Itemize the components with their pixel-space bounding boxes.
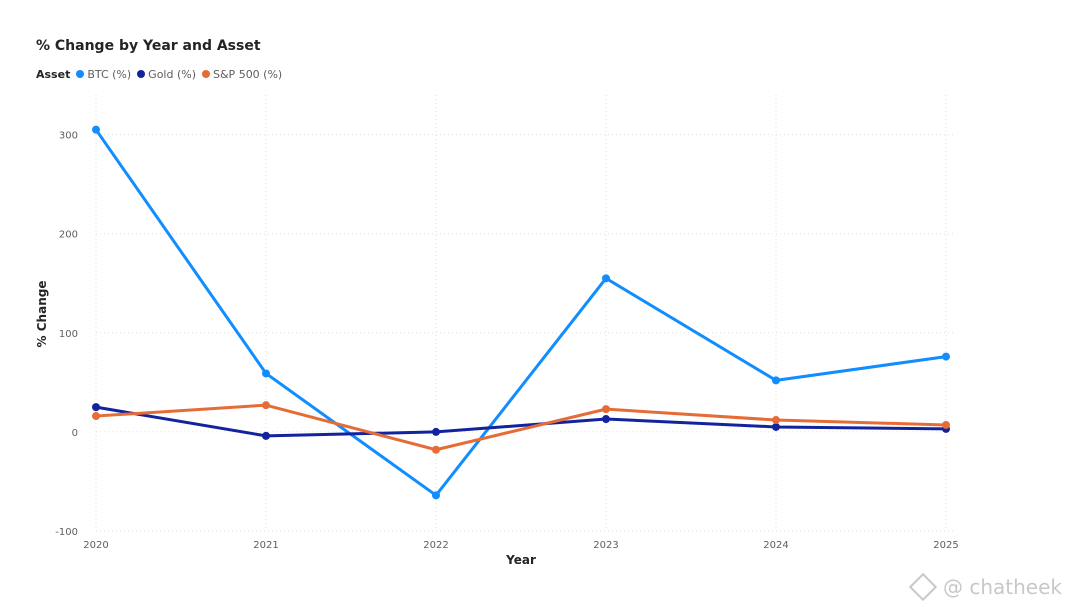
legend-item-sp500[interactable]: S&P 500 (%) — [202, 68, 282, 81]
y-axis-title: % Change — [35, 281, 49, 348]
legend-item-gold[interactable]: Gold (%) — [137, 68, 196, 81]
series-line-gold[interactable] — [94, 405, 948, 438]
legend: Asset BTC (%) Gold (%) S&P 500 (%) — [36, 66, 288, 82]
y-tick-label: 0 — [72, 428, 78, 439]
legend-label-btc: BTC (%) — [87, 67, 132, 81]
watermark: @ chatheek — [908, 572, 1062, 602]
data-point-btc[interactable] — [92, 125, 100, 134]
watermark-logo-icon — [908, 572, 938, 602]
y-tick-label: 100 — [59, 329, 78, 340]
x-tick-label: 2020 — [83, 540, 108, 551]
data-point-sp500[interactable] — [262, 401, 270, 410]
data-point-gold[interactable] — [772, 422, 780, 431]
data-point-btc[interactable] — [432, 491, 440, 500]
legend-title: Asset — [36, 67, 71, 81]
legend-label-gold: Gold (%) — [148, 67, 196, 81]
x-tick-label: 2022 — [423, 540, 448, 551]
data-point-gold[interactable] — [92, 403, 100, 412]
x-axis-title: Year — [505, 553, 536, 567]
series-points — [92, 125, 950, 500]
y-tick-label: 200 — [59, 230, 78, 241]
data-point-gold[interactable] — [602, 415, 610, 424]
data-point-btc[interactable] — [942, 352, 950, 361]
series-line-sp500[interactable] — [94, 403, 948, 452]
legend-item-btc[interactable]: BTC (%) — [76, 68, 131, 81]
data-point-sp500[interactable] — [432, 445, 440, 454]
series-line-btc[interactable] — [94, 128, 948, 497]
y-tick-label: 300 — [59, 131, 78, 142]
data-point-gold[interactable] — [262, 431, 270, 440]
data-point-btc[interactable] — [262, 369, 270, 378]
series-lines — [94, 128, 948, 497]
legend-marker-gold — [137, 70, 146, 78]
legend-marker-btc — [76, 70, 85, 78]
data-point-btc[interactable] — [772, 376, 780, 385]
gridlines — [95, 95, 954, 532]
x-tick-label: 2021 — [253, 540, 278, 551]
data-point-sp500[interactable] — [772, 416, 780, 425]
data-point-sp500[interactable] — [602, 405, 610, 414]
x-tick-label: 2025 — [933, 540, 958, 551]
y-tick-label: -100 — [55, 527, 78, 538]
chart-title: % Change by Year and Asset — [36, 38, 261, 54]
watermark-text: @ chatheek — [943, 575, 1062, 599]
data-point-sp500[interactable] — [92, 412, 100, 421]
data-point-sp500[interactable] — [942, 420, 950, 429]
y-axis-ticks: -100 0 100 200 300 — [55, 131, 78, 538]
legend-label-sp500: S&P 500 (%) — [213, 67, 283, 81]
data-point-btc[interactable] — [602, 274, 610, 283]
x-axis-ticks: 2020 2021 2022 2023 2024 2025 — [83, 540, 958, 551]
x-tick-label: 2024 — [763, 540, 788, 551]
legend-marker-sp500 — [202, 70, 210, 78]
data-point-gold[interactable] — [432, 427, 440, 436]
x-tick-label: 2023 — [593, 540, 618, 551]
